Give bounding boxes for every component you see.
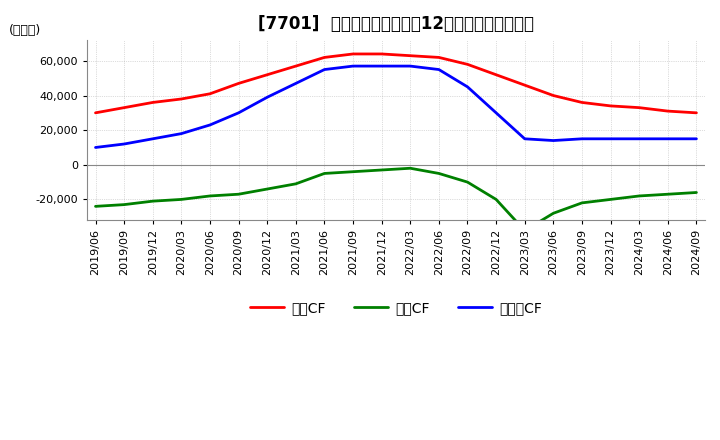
フリーCF [292,81,300,86]
フリーCF [692,136,701,141]
営業CF [234,81,243,86]
投資CF [664,191,672,197]
フリーCF [492,110,500,115]
営業CF [664,109,672,114]
投資CF [348,169,357,174]
フリーCF [320,67,329,72]
営業CF [292,63,300,69]
投資CF [577,200,586,205]
投資CF [292,181,300,187]
投資CF [177,197,186,202]
投資CF [263,187,271,192]
フリーCF [577,136,586,141]
投資CF [148,198,157,204]
フリーCF [463,84,472,89]
営業CF [263,72,271,77]
投資CF [234,191,243,197]
Legend: 営業CF, 投資CF, フリーCF: 営業CF, 投資CF, フリーCF [244,296,548,321]
投資CF [521,228,529,233]
Line: 投資CF: 投資CF [96,168,696,231]
投資CF [206,193,215,198]
フリーCF [406,63,415,69]
フリーCF [435,67,444,72]
投資CF [549,211,558,216]
営業CF [521,82,529,88]
フリーCF [263,95,271,100]
フリーCF [348,63,357,69]
営業CF [177,96,186,102]
フリーCF [377,63,386,69]
投資CF [406,165,415,171]
投資CF [320,171,329,176]
営業CF [148,100,157,105]
Line: フリーCF: フリーCF [96,66,696,147]
投資CF [635,193,644,198]
投資CF [435,171,444,176]
Title: [7701]  キャッシュフローの12か月移動合計の推移: [7701] キャッシュフローの12か月移動合計の推移 [258,15,534,33]
営業CF [435,55,444,60]
フリーCF [148,136,157,141]
営業CF [635,105,644,110]
営業CF [406,53,415,59]
営業CF [348,51,357,57]
投資CF [377,167,386,172]
営業CF [577,100,586,105]
営業CF [377,51,386,57]
フリーCF [635,136,644,141]
営業CF [91,110,100,115]
投資CF [91,204,100,209]
フリーCF [120,141,128,147]
フリーCF [606,136,615,141]
Line: 営業CF: 営業CF [96,54,696,113]
営業CF [549,93,558,98]
投資CF [606,197,615,202]
フリーCF [177,131,186,136]
フリーCF [234,110,243,115]
投資CF [692,190,701,195]
フリーCF [549,138,558,143]
フリーCF [206,122,215,128]
投資CF [492,197,500,202]
営業CF [206,91,215,96]
投資CF [120,202,128,207]
フリーCF [664,136,672,141]
営業CF [120,105,128,110]
Y-axis label: (百万円): (百万円) [9,23,41,37]
営業CF [606,103,615,109]
フリーCF [91,145,100,150]
営業CF [492,72,500,77]
投資CF [463,180,472,185]
営業CF [692,110,701,115]
営業CF [320,55,329,60]
営業CF [463,62,472,67]
フリーCF [521,136,529,141]
